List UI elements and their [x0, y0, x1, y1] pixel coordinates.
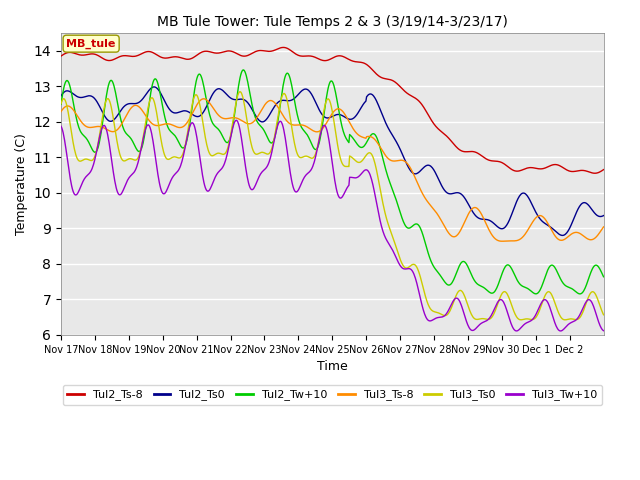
Y-axis label: Temperature (C): Temperature (C) — [15, 133, 28, 235]
Text: MB_tule: MB_tule — [67, 38, 116, 49]
Legend: Tul2_Ts-8, Tul2_Ts0, Tul2_Tw+10, Tul3_Ts-8, Tul3_Ts0, Tul3_Tw+10: Tul2_Ts-8, Tul2_Ts0, Tul2_Tw+10, Tul3_Ts… — [63, 385, 602, 405]
X-axis label: Time: Time — [317, 360, 348, 373]
Title: MB Tule Tower: Tule Temps 2 & 3 (3/19/14-3/23/17): MB Tule Tower: Tule Temps 2 & 3 (3/19/14… — [157, 15, 508, 29]
